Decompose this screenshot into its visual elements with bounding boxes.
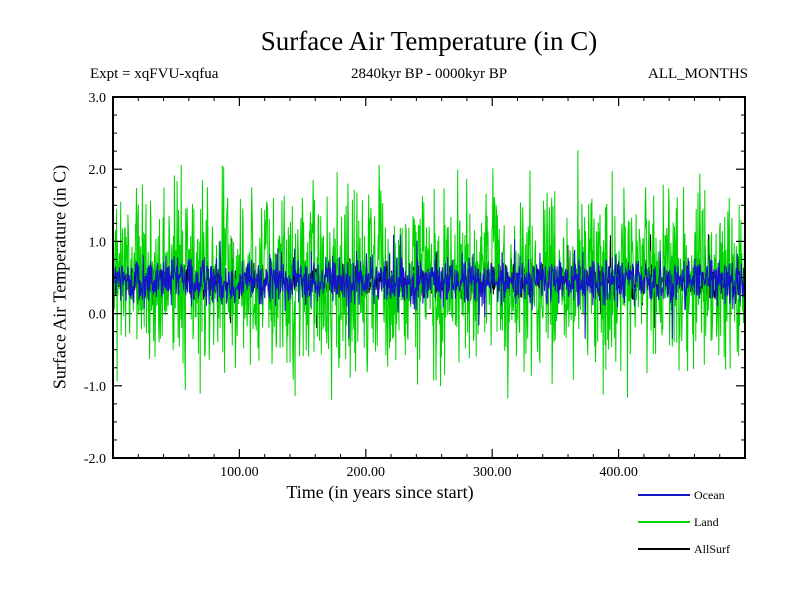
svg-text:-2.0: -2.0 bbox=[84, 452, 106, 467]
legend-label-ocean: Ocean bbox=[694, 487, 725, 502]
experiment-label: Expt = xqFVU-xqfua bbox=[90, 66, 219, 82]
chart-title: Surface Air Temperature (in C) bbox=[260, 26, 598, 56]
months-label: ALL_MONTHS bbox=[648, 66, 748, 82]
allsurf-line-swatch bbox=[638, 548, 690, 550]
svg-text:3.0: 3.0 bbox=[89, 91, 107, 106]
land-line-swatch bbox=[638, 521, 690, 523]
svg-text:400.00: 400.00 bbox=[599, 465, 638, 480]
legend-item-ocean: Ocean bbox=[638, 488, 798, 502]
svg-text:100.00: 100.00 bbox=[220, 465, 259, 480]
legend-label-allsurf: AllSurf bbox=[694, 541, 730, 556]
legend-label-land: Land bbox=[694, 514, 719, 529]
legend-item-allsurf: AllSurf bbox=[638, 542, 798, 556]
legend: Ocean Land AllSurf bbox=[638, 488, 798, 569]
period-label: 2840kyr BP - 0000kyr BP bbox=[350, 66, 508, 82]
x-axis-label: Time (in years since start) bbox=[286, 482, 474, 502]
ocean-line-swatch bbox=[638, 494, 690, 496]
svg-text:2.0: 2.0 bbox=[89, 163, 107, 178]
svg-text:200.00: 200.00 bbox=[347, 465, 386, 480]
svg-text:-1.0: -1.0 bbox=[84, 380, 106, 395]
legend-item-land: Land bbox=[638, 515, 798, 529]
svg-text:1.0: 1.0 bbox=[89, 235, 107, 250]
svg-text:0.0: 0.0 bbox=[89, 308, 107, 323]
svg-text:300.00: 300.00 bbox=[473, 465, 512, 480]
